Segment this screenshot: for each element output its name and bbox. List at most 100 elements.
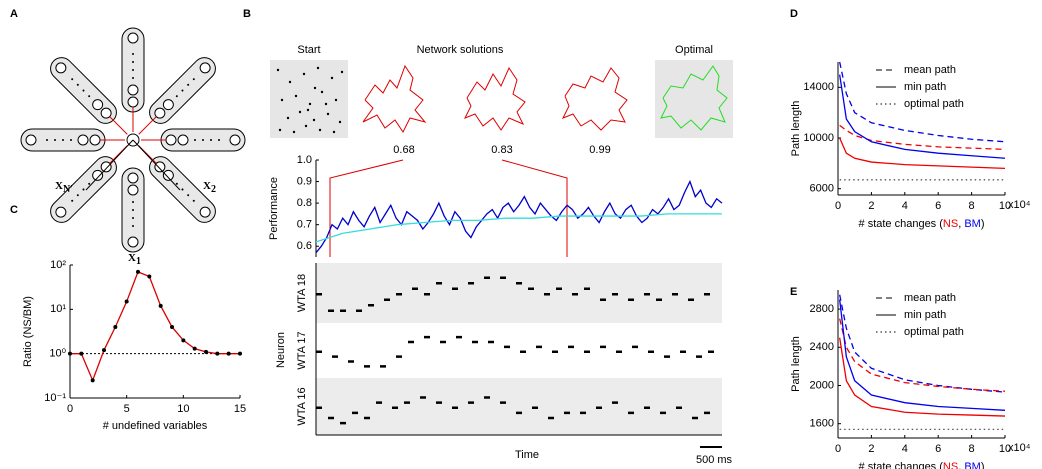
spike [468,282,474,285]
spike [648,350,654,353]
image-title: Network solutions [417,44,504,56]
y-axis-label: Ratio (NS/BM) [22,296,34,367]
spike [628,298,634,301]
spike [384,298,390,301]
neuron-group [138,145,216,223]
spike [452,406,458,409]
spike [396,355,402,358]
label-sub: N′ [63,184,73,195]
spike [528,287,534,290]
spike [440,340,446,344]
y-tick-label: 2000 [810,379,834,391]
dot [76,194,79,197]
x-tick-label: 2 [868,443,874,455]
neuron-group [138,57,216,135]
neuron [199,206,211,218]
marker [124,299,129,304]
spike [484,276,490,279]
spike [316,350,322,353]
dot [46,139,48,141]
neuron-group [50,57,128,135]
neuron [25,134,37,146]
x-axis-label: # state changes (NS, BM) [859,461,985,469]
x-axis-label-part: # state changes ( [859,218,944,230]
dot [175,95,178,98]
spike [472,340,478,344]
spike [368,304,374,307]
spike [436,282,442,285]
x-axis-label: # undefined variables [103,420,208,432]
x-tick-label: 6 [935,443,941,455]
spike [436,401,442,404]
dot [62,139,64,141]
x-tick-label: 6 [935,200,941,212]
x-tick-label: 0 [67,403,73,415]
neuron-group [50,145,128,223]
dot [181,188,184,191]
spike [572,293,578,296]
x-axis-label: # state changes (NS, BM) [859,218,985,230]
dot [132,77,134,79]
neuron-group [20,128,125,152]
row-label: WTA 18 [296,274,308,312]
marker [158,303,163,308]
spike [596,406,602,409]
dot [132,53,134,55]
neuron [162,99,174,111]
dot [194,139,196,141]
spike [680,350,686,353]
group-label: X2 [203,180,216,196]
spike [316,293,322,296]
neuron [127,32,139,44]
x-scale-label: x10⁴ [1008,199,1031,211]
dot [71,78,74,81]
y-tick-label: 1600 [810,418,834,430]
spike [580,411,586,415]
dot [202,139,204,141]
panel-label: D [790,8,798,20]
x-tick-label: 4 [902,443,908,455]
spike [584,287,590,290]
legend-label: optimal path [904,98,964,110]
dot [132,217,134,219]
spike [340,421,346,425]
series-line [839,137,1006,170]
connector [329,159,568,257]
y-tick-label: 10⁻¹ [44,392,66,404]
marker [79,351,84,356]
neuron [162,169,174,181]
marker [181,338,186,343]
spike [600,298,606,301]
spike [584,350,590,353]
x-tick-label: 10 [177,403,189,415]
spike [672,293,678,296]
series-line [839,299,1006,411]
spike [424,335,430,339]
spike [536,345,542,349]
series-line [839,318,1006,392]
connection [138,116,157,135]
x-axis-label-part: ) [981,461,985,469]
series-line [839,337,1006,417]
spike [328,309,334,312]
group-label: XN′ [55,180,73,196]
spike [656,298,662,301]
spike [704,293,710,296]
dot [132,225,134,227]
spike [380,365,386,368]
neuron [55,62,67,74]
spike [420,396,426,399]
dot [218,139,220,141]
x-tick-label: 10 [999,443,1011,455]
x-scale-label: x10⁴ [1008,442,1031,454]
axis-label: Time [515,449,539,461]
label-main: X [128,252,136,264]
spike [484,396,490,399]
dot [88,95,91,98]
label-main: X [203,180,211,192]
series-line [839,61,1006,143]
dot [192,78,195,81]
series-line [839,294,1006,393]
spike [500,276,506,279]
axis-label: Neuron [275,332,287,368]
